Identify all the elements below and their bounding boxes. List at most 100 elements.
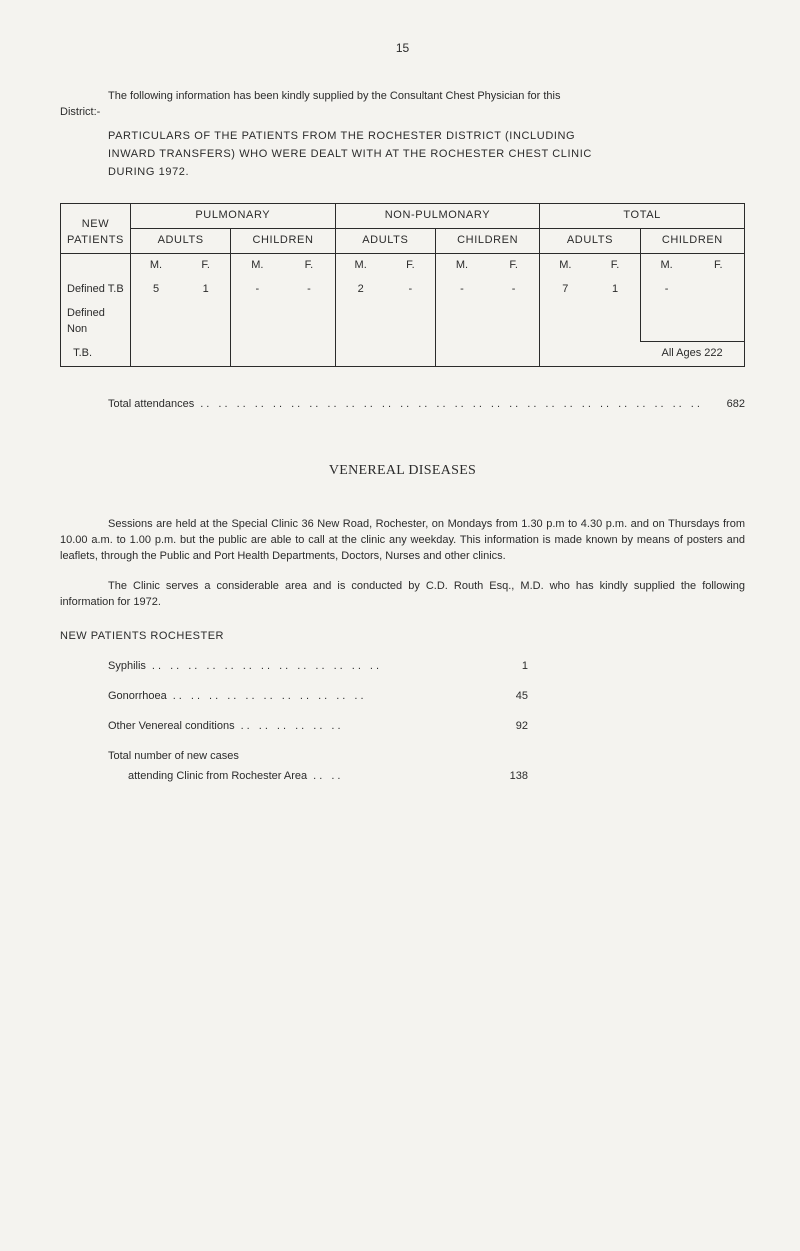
- page-number: 15: [60, 40, 745, 57]
- stat-value: 92: [494, 719, 528, 735]
- stat-row: Syphilis .. .. .. .. .. .. .. .. .. .. .…: [108, 659, 528, 675]
- cell-f: F.: [590, 253, 640, 277]
- cell-m: M.: [436, 253, 488, 277]
- leader-dots: .. .. .. .. .. ..: [235, 719, 494, 735]
- intro-line-1: The following information has been kindl…: [60, 89, 745, 105]
- cell: -: [386, 278, 436, 302]
- col-pulmonary: PULMONARY: [130, 204, 335, 229]
- cell: [335, 302, 386, 342]
- cell: 7: [540, 278, 591, 302]
- total-attendances-label: Total attendances: [108, 397, 194, 413]
- cell-m: M.: [640, 253, 692, 277]
- cell: [130, 302, 181, 342]
- stat-total-label-1: Total number of new cases: [108, 749, 239, 765]
- table-row: Defined Non: [61, 302, 745, 342]
- particulars-block: PARTICULARS OF THE PATIENTS FROM THE ROC…: [60, 129, 745, 181]
- new-patients-word-2: PATIENTS: [67, 234, 124, 246]
- stat-row: Other Venereal conditions .. .. .. .. ..…: [108, 719, 528, 735]
- row-label-blank: [61, 253, 131, 277]
- stat-label: Other Venereal conditions: [108, 719, 235, 735]
- cell: 1: [181, 278, 231, 302]
- cell-f: F.: [488, 253, 540, 277]
- stat-total-label-2: attending Clinic from Rochester Area: [128, 769, 307, 785]
- cell-m: M.: [130, 253, 181, 277]
- col-np-adults: ADULTS: [335, 229, 435, 254]
- col-new-patients: NEW PATIENTS: [61, 204, 131, 254]
- stat-total-value: 138: [494, 769, 528, 785]
- cell: 2: [335, 278, 386, 302]
- cell: [488, 342, 540, 367]
- cell: -: [231, 278, 283, 302]
- col-total: TOTAL: [540, 204, 745, 229]
- cell: [283, 302, 335, 342]
- stat-value: 1: [494, 659, 528, 675]
- row-label: Defined Non: [61, 302, 131, 342]
- col-np-children: CHILDREN: [436, 229, 540, 254]
- cell: [130, 342, 181, 367]
- stats-heading: NEW PATIENTS ROCHESTER: [60, 629, 745, 645]
- cell-m: M.: [231, 253, 283, 277]
- cell: -: [436, 278, 488, 302]
- total-attendances-value: 682: [727, 397, 745, 413]
- col-pulm-children: CHILDREN: [231, 229, 335, 254]
- stat-total-row-1: Total number of new cases: [108, 749, 528, 765]
- col-tot-children: CHILDREN: [640, 229, 744, 254]
- row-label: Defined T.B: [61, 278, 131, 302]
- total-attendances-row: Total attendances .. .. .. .. .. .. .. .…: [60, 397, 745, 413]
- cell-f: F.: [386, 253, 436, 277]
- cell-f: F.: [283, 253, 335, 277]
- new-patients-word-1: NEW: [82, 218, 109, 230]
- cell: [693, 302, 745, 342]
- document-page: 15 The following information has been ki…: [0, 0, 800, 1251]
- venereal-p2: The Clinic serves a considerable area an…: [60, 579, 745, 611]
- leader-dots: .. .. .. .. .. .. .. .. .. .. ..: [167, 689, 494, 705]
- table-row: Defined T.B 5 1 - - 2 - - - 7 1 -: [61, 278, 745, 302]
- cell-m: M.: [540, 253, 591, 277]
- stat-label: Syphilis: [108, 659, 146, 675]
- district-label: District:-: [60, 105, 745, 121]
- cell-f: F.: [693, 253, 745, 277]
- cell-m: M.: [335, 253, 386, 277]
- cell-all-ages: All Ages 222: [640, 342, 744, 367]
- cell: [231, 302, 283, 342]
- cell: [231, 342, 283, 367]
- cell: [181, 342, 231, 367]
- cell: [335, 342, 386, 367]
- table-row: M. F. M. F. M. F. M. F. M. F. M. F.: [61, 253, 745, 277]
- cell: [386, 342, 436, 367]
- particulars-line-3: DURING 1972.: [108, 165, 745, 181]
- cell: -: [640, 278, 692, 302]
- row-label: T.B.: [61, 342, 131, 367]
- venereal-heading: VENEREAL DISEASES: [60, 461, 745, 481]
- cell: -: [283, 278, 335, 302]
- cell: [590, 342, 640, 367]
- cell: [436, 302, 488, 342]
- patients-table: NEW PATIENTS PULMONARY NON-PULMONARY TOT…: [60, 203, 745, 367]
- cell: [181, 302, 231, 342]
- stat-total-row-2: attending Clinic from Rochester Area .. …: [108, 769, 528, 785]
- cell-f: F.: [181, 253, 231, 277]
- cell: [693, 278, 745, 302]
- cell: [488, 302, 540, 342]
- stats-block: Syphilis .. .. .. .. .. .. .. .. .. .. .…: [60, 659, 528, 785]
- venereal-p1: Sessions are held at the Special Clinic …: [60, 517, 745, 565]
- table-row: T.B. All Ages 222: [61, 342, 745, 367]
- stat-value: 45: [494, 689, 528, 705]
- stat-row: Gonorrhoea .. .. .. .. .. .. .. .. .. ..…: [108, 689, 528, 705]
- cell: [283, 342, 335, 367]
- cell: 1: [590, 278, 640, 302]
- cell: 5: [130, 278, 181, 302]
- leader-dots: .. .. .. .. .. .. .. .. .. .. .. .. .. .…: [194, 397, 726, 413]
- leader-dots: .. ..: [307, 769, 494, 785]
- col-nonpulmonary: NON-PULMONARY: [335, 204, 540, 229]
- particulars-line-2: INWARD TRANSFERS) WHO WERE DEALT WITH AT…: [108, 147, 745, 163]
- stat-label: Gonorrhoea: [108, 689, 167, 705]
- cell: [540, 302, 591, 342]
- particulars-line-1: PARTICULARS OF THE PATIENTS FROM THE ROC…: [108, 129, 745, 145]
- cell: [640, 302, 692, 342]
- cell: -: [488, 278, 540, 302]
- leader-dots: .. .. .. .. .. .. .. .. .. .. .. .. ..: [146, 659, 494, 675]
- cell: [436, 342, 488, 367]
- col-tot-adults: ADULTS: [540, 229, 640, 254]
- cell: [590, 302, 640, 342]
